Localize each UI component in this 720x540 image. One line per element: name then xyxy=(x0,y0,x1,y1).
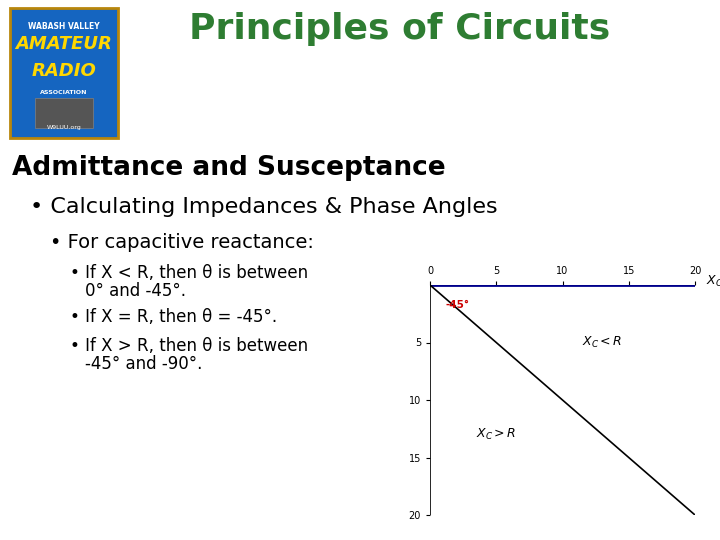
Text: Principles of Circuits: Principles of Circuits xyxy=(189,12,611,46)
Text: • If X > R, then θ is between: • If X > R, then θ is between xyxy=(70,337,308,355)
Text: $X_C > R$: $X_C > R$ xyxy=(476,427,516,442)
Text: • For capacitive reactance:: • For capacitive reactance: xyxy=(50,233,314,252)
Text: 0° and -45°.: 0° and -45°. xyxy=(85,282,186,300)
Text: -45°: -45° xyxy=(446,300,470,310)
Text: W9LUU.org: W9LUU.org xyxy=(47,125,81,130)
Text: • Calculating Impedances & Phase Angles: • Calculating Impedances & Phase Angles xyxy=(30,197,498,217)
Text: ASSOCIATION: ASSOCIATION xyxy=(40,90,88,95)
Text: Admittance and Susceptance: Admittance and Susceptance xyxy=(12,155,446,181)
FancyBboxPatch shape xyxy=(35,98,93,128)
Text: -45° and -90°.: -45° and -90°. xyxy=(85,355,202,373)
Text: AMATEUR: AMATEUR xyxy=(16,35,112,53)
Text: $X_C < R$: $X_C < R$ xyxy=(582,335,623,350)
Text: • If X = R, then θ = -45°.: • If X = R, then θ = -45°. xyxy=(70,308,277,326)
Text: RADIO: RADIO xyxy=(32,62,96,80)
Text: WABASH VALLEY: WABASH VALLEY xyxy=(28,22,100,31)
FancyBboxPatch shape xyxy=(10,8,118,138)
Text: $X_C = R$: $X_C = R$ xyxy=(706,274,720,289)
Text: • If X < R, then θ is between: • If X < R, then θ is between xyxy=(70,264,308,282)
